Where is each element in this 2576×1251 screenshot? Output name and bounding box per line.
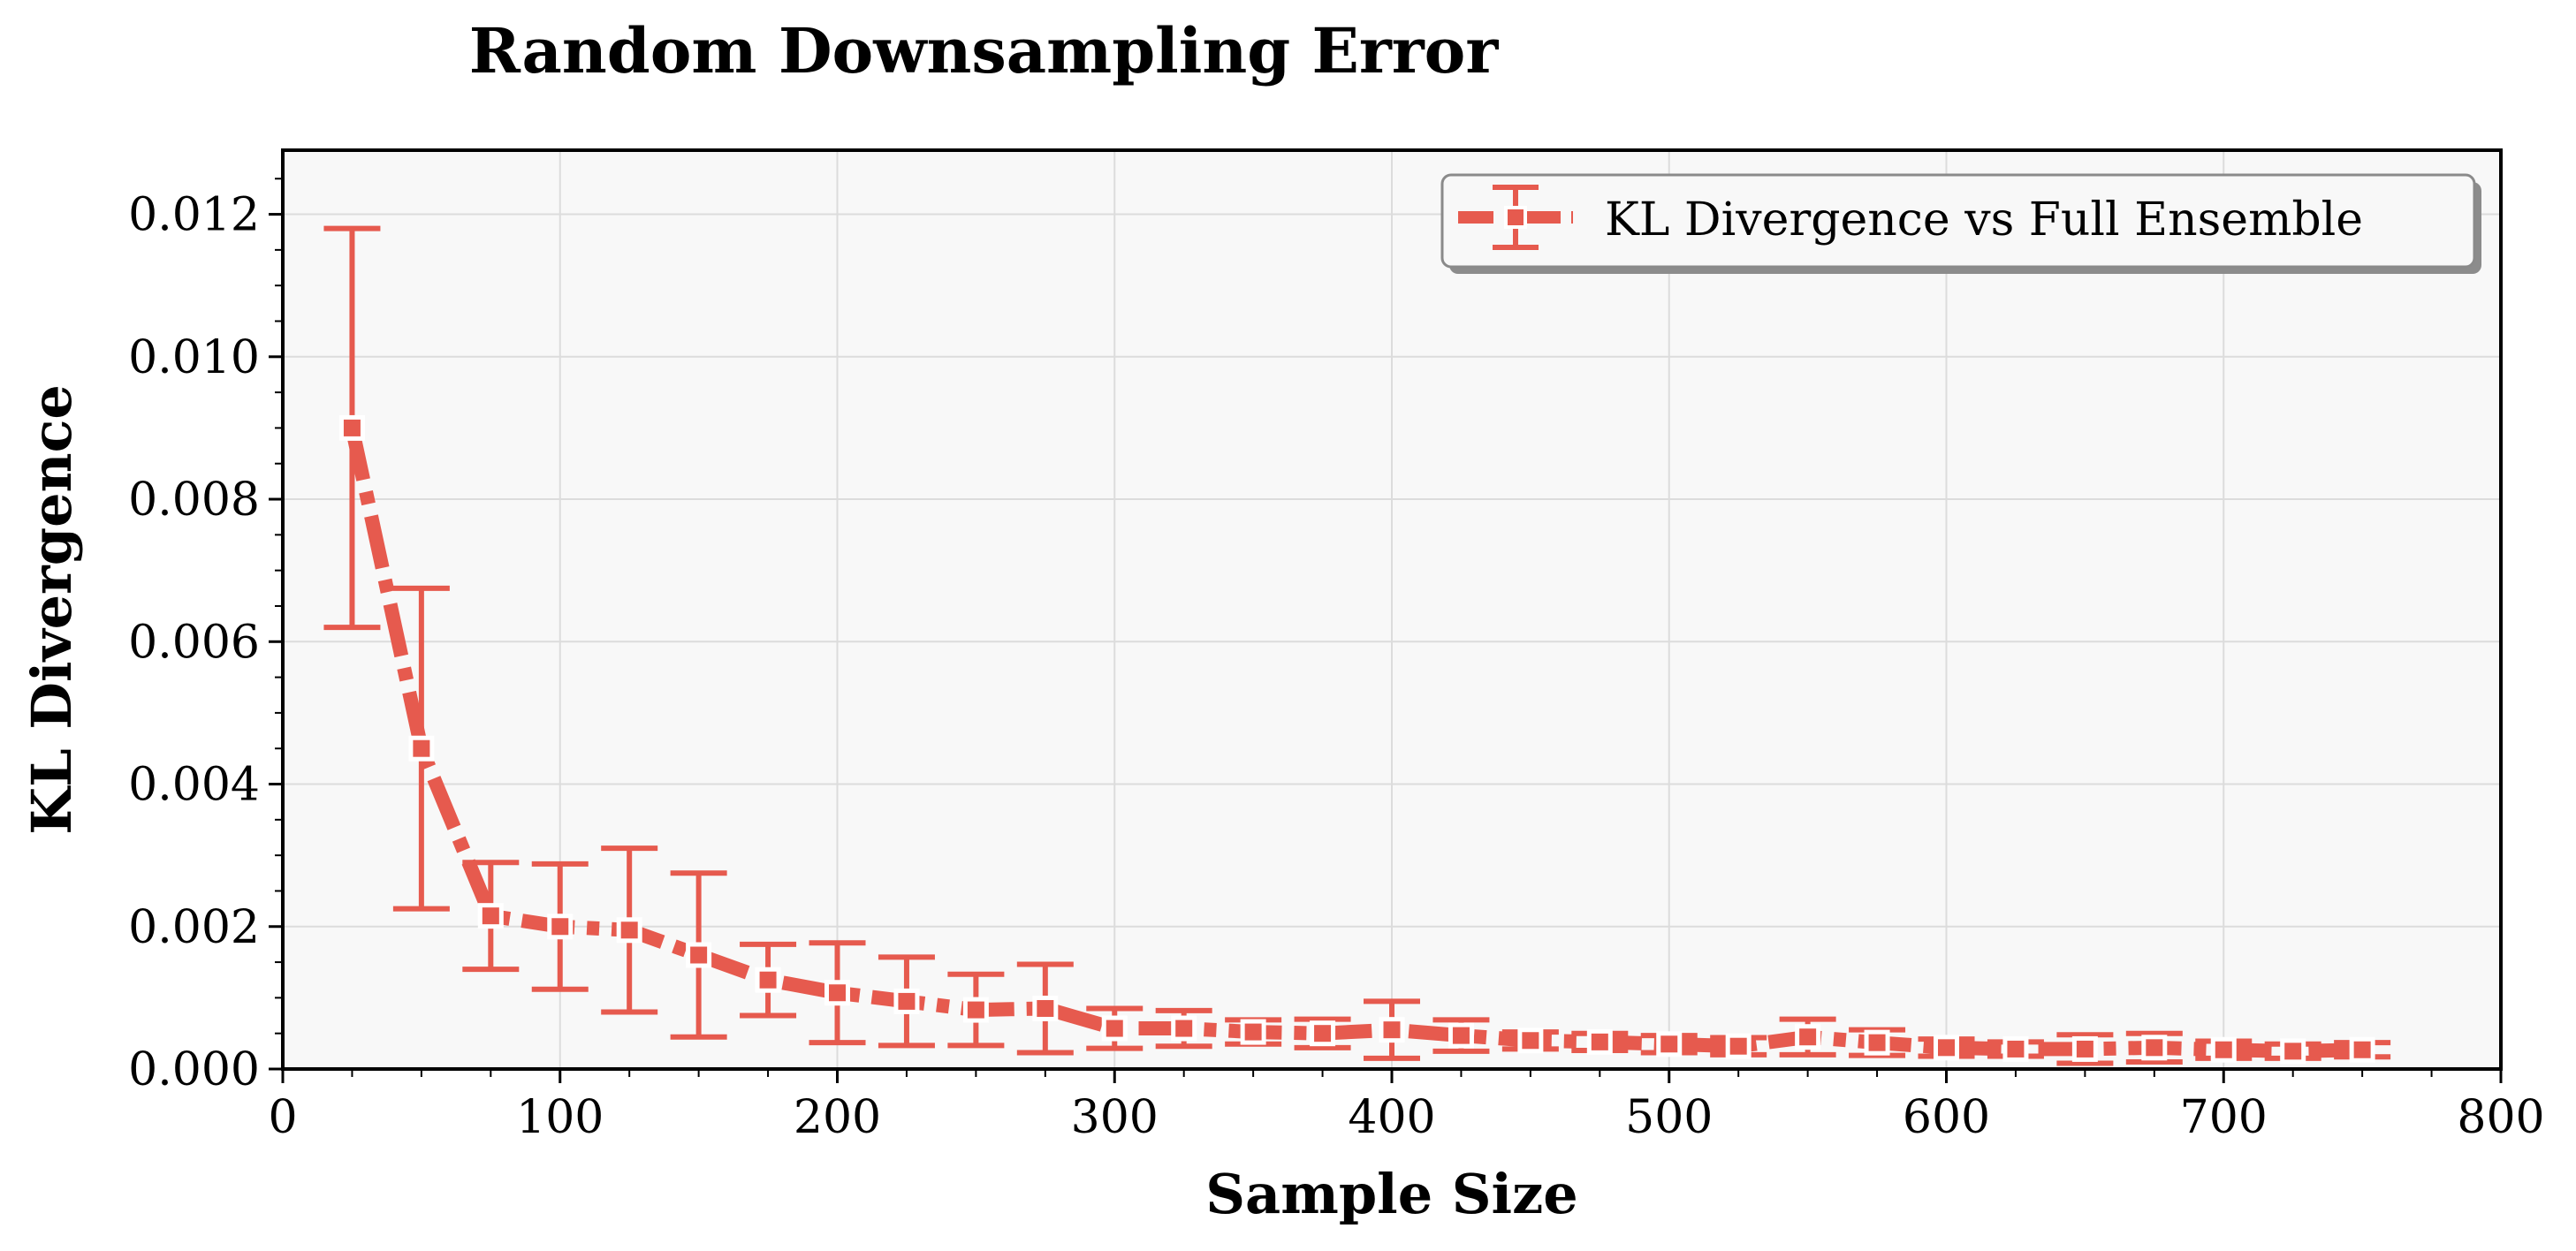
data-point-marker: [616, 917, 642, 944]
data-point-marker: [477, 903, 504, 929]
data-points: [338, 414, 2375, 1065]
x-tick-label: 100: [516, 1091, 604, 1144]
data-point-marker: [1032, 995, 1059, 1021]
data-point-marker: [2071, 1035, 2098, 1062]
data-point-marker: [547, 914, 574, 940]
data-point-marker: [1864, 1029, 1890, 1056]
data-point-marker: [2002, 1035, 2029, 1062]
data-point-marker: [755, 967, 781, 993]
data-point-marker: [686, 942, 712, 968]
x-axis-label: Sample Size: [1205, 1162, 1577, 1226]
y-tick-label: 0.000: [128, 1043, 260, 1096]
data-point-marker: [338, 414, 365, 441]
data-point-marker: [1310, 1020, 1336, 1047]
y-tick-label: 0.004: [128, 759, 260, 812]
series-polyline: [345, 426, 2363, 1058]
data-point-marker: [824, 980, 850, 1006]
x-tick-label: 500: [1625, 1091, 1713, 1144]
data-point-marker: [1795, 1024, 1821, 1050]
legend: KL Divergence vs Full Ensemble: [1440, 173, 2481, 274]
data-point-marker: [1379, 1017, 1405, 1043]
legend-key-marker: [1504, 206, 1527, 229]
y-tick-label: 0.002: [128, 901, 260, 954]
series-line: [345, 426, 2363, 1058]
data-point-marker: [1448, 1022, 1474, 1049]
x-tick-label: 600: [1903, 1091, 1990, 1144]
data-point-marker: [1934, 1035, 1959, 1061]
x-tick-label: 700: [2180, 1091, 2268, 1144]
chart-title: Random Downsampling Error: [469, 14, 1500, 87]
data-point-marker: [408, 735, 435, 762]
data-point-marker: [1725, 1033, 1752, 1059]
y-axis-ticks: 0.000 0.002 0.004 0.006 0.008 0.010 0.012: [128, 178, 283, 1096]
x-tick-label: 200: [794, 1091, 881, 1144]
data-point-marker: [1656, 1031, 1683, 1058]
x-tick-label: 0: [268, 1091, 297, 1144]
legend-label: KL Divergence vs Full Ensemble: [1605, 193, 2363, 246]
data-point-marker: [2141, 1035, 2168, 1061]
data-point-marker: [1240, 1019, 1266, 1045]
grid-lines: [283, 150, 2501, 1069]
y-tick-label: 0.010: [128, 331, 260, 384]
data-point-marker: [893, 988, 920, 1014]
x-axis-ticks: 0 100 200 300 400 500 600 700 800: [268, 1069, 2545, 1144]
data-point-marker: [2210, 1036, 2237, 1063]
data-point-marker: [2280, 1038, 2306, 1065]
y-tick-label: 0.008: [128, 474, 260, 527]
x-tick-label: 800: [2457, 1091, 2544, 1144]
x-tick-label: 300: [1071, 1091, 1159, 1144]
data-point-marker: [1586, 1028, 1613, 1055]
data-point-marker: [1517, 1027, 1544, 1054]
y-tick-label: 0.006: [128, 616, 260, 669]
y-axis-label: KL Divergence: [19, 384, 84, 835]
data-point-marker: [962, 997, 989, 1023]
x-tick-label: 400: [1348, 1091, 1435, 1144]
data-point-marker: [1171, 1015, 1197, 1042]
legend-key-icon: [1458, 185, 1573, 250]
y-tick-label: 0.012: [128, 189, 260, 242]
legend-box: [1440, 173, 2476, 269]
data-point-marker: [1101, 1015, 1128, 1042]
data-point-marker: [2349, 1036, 2375, 1063]
